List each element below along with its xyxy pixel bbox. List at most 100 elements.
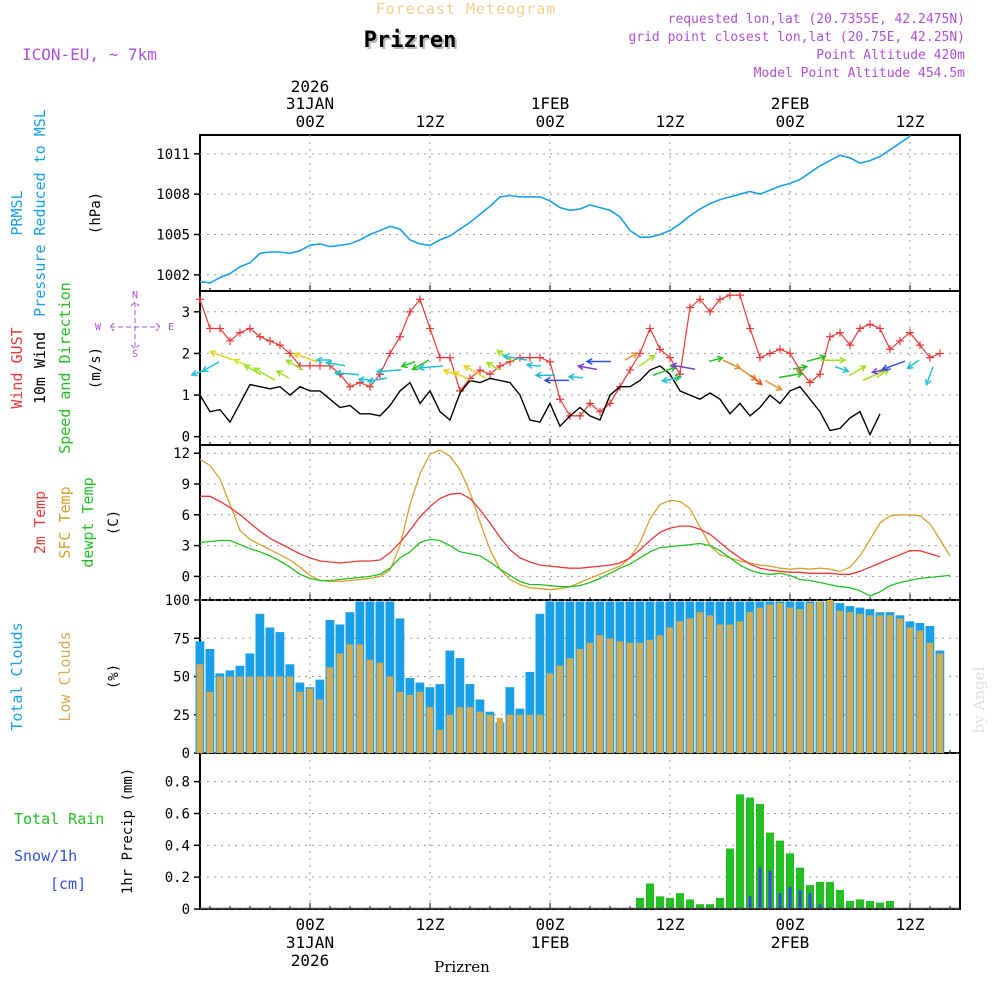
gust-marker <box>816 370 824 379</box>
low-cloud-bar <box>206 691 214 753</box>
gust-marker <box>646 324 654 333</box>
low-cloud-bar <box>676 621 684 753</box>
y-tick-label: 0 <box>182 902 190 918</box>
rain-bar <box>726 848 734 909</box>
gust-marker <box>836 328 844 337</box>
low-cloud-bar <box>356 644 364 753</box>
low-cloud-bar <box>906 627 914 753</box>
gust-marker <box>866 320 874 329</box>
low-cloud-bar <box>286 676 294 753</box>
y-tick-label: 0.8 <box>165 775 190 791</box>
watermark: by Angel <box>970 666 988 733</box>
low-cloud-bar <box>386 676 394 753</box>
wind-direction-arrow <box>638 354 656 367</box>
low-cloud-bar <box>936 653 944 753</box>
low-cloud-bar <box>766 604 774 753</box>
low-cloud-bar <box>606 638 614 754</box>
low-cloud-bar <box>756 607 764 753</box>
gust-marker <box>826 332 834 341</box>
gust-marker <box>446 353 454 362</box>
low-cloud-bar <box>466 707 474 753</box>
low-cloud-bar <box>226 676 234 753</box>
pressure-panel-frame <box>199 134 961 292</box>
low-cloud-bar <box>256 676 264 753</box>
bottom-time-label: 00Z <box>536 915 565 934</box>
low-cloud-bar <box>666 627 674 753</box>
y-tick-label: 1002 <box>156 268 190 284</box>
wind-direction-arrow <box>567 373 584 381</box>
wind-direction-arrow <box>543 376 569 384</box>
precip-label-snow: Snow/1h <box>14 847 77 865</box>
gust-marker <box>286 349 294 358</box>
gust-marker <box>856 324 864 333</box>
gust-marker <box>196 295 204 304</box>
low-cloud-bar <box>506 714 514 754</box>
wind-direction-arrow <box>411 359 430 371</box>
low-cloud-bar <box>846 612 854 753</box>
low-cloud-bar <box>586 642 594 753</box>
dewpoint-line <box>199 538 951 597</box>
panel-series-label: Speed and Direction <box>56 282 74 454</box>
low-cloud-bar <box>646 639 654 753</box>
wind-direction-arrow <box>324 359 346 367</box>
model-point-altitude: Model Point Altitude 454.5m <box>754 66 965 81</box>
rain-bar <box>696 904 704 909</box>
grid-point-coordinates: grid point closest lon,lat (20.75E, 42.2… <box>628 30 965 45</box>
gust-marker <box>396 332 404 341</box>
wind-direction-arrow <box>525 361 542 369</box>
rain-bar <box>826 881 834 909</box>
gust-marker <box>746 324 754 333</box>
wind-direction-arrow <box>821 356 847 364</box>
rain-bar <box>816 881 824 909</box>
gust-marker <box>786 349 794 358</box>
wind-direction-arrow <box>834 365 850 374</box>
gust-marker <box>436 353 444 362</box>
rain-bar <box>866 901 874 909</box>
low-cloud-bar <box>856 613 864 753</box>
low-cloud-bar <box>486 714 494 754</box>
bottom-time-label: 00Z <box>296 915 325 934</box>
wind-direction-arrow <box>880 360 906 372</box>
total-cloud-bar <box>445 650 455 753</box>
gust-marker <box>386 349 394 358</box>
bottom-time-label: 12Z <box>416 915 445 934</box>
low-cloud-bar <box>866 615 874 753</box>
y-tick-label: 12 <box>173 446 190 462</box>
top-time-label: 12Z <box>896 112 925 131</box>
low-cloud-bar <box>376 662 384 753</box>
y-tick-label: 9 <box>182 477 190 493</box>
panel-series-label: Total Clouds <box>8 622 26 730</box>
y-tick-label: 2 <box>182 346 190 362</box>
wind-direction-arrow <box>417 364 444 372</box>
low-cloud-bar <box>636 642 644 753</box>
low-cloud-bar <box>826 600 834 753</box>
panel-unit-label: 1hr Precip (mm) <box>120 768 136 894</box>
wind-direction-arrow <box>275 370 290 379</box>
gust-marker <box>216 324 224 333</box>
low-cloud-bar <box>706 615 714 753</box>
low-cloud-bar <box>576 649 584 753</box>
gust-marker <box>776 345 784 354</box>
gust-marker <box>486 370 494 379</box>
rain-bar <box>876 902 884 909</box>
panel-series-label: SFC Temp <box>56 486 74 558</box>
bottom-time-label: 12Z <box>656 915 685 934</box>
wind-direction-arrow <box>792 363 809 371</box>
rain-bar <box>716 897 724 909</box>
wind-direction-arrow <box>375 367 402 375</box>
wind-direction-arrow <box>285 359 304 371</box>
precip-label-cm: [cm] <box>50 875 86 893</box>
y-tick-label: 25 <box>173 708 190 724</box>
low-cloud-bar <box>926 642 934 753</box>
footer-location: Prizren <box>434 958 490 976</box>
gust-marker <box>586 399 594 408</box>
wind-direction-arrow <box>292 351 318 363</box>
gust-marker <box>886 345 894 354</box>
gust-marker <box>896 336 904 345</box>
gust-marker <box>576 411 584 420</box>
gust-marker <box>846 341 854 350</box>
y-tick-label: 0 <box>182 746 190 762</box>
y-tick-label: 0.6 <box>165 806 190 822</box>
y-tick-label: 0 <box>182 430 190 446</box>
